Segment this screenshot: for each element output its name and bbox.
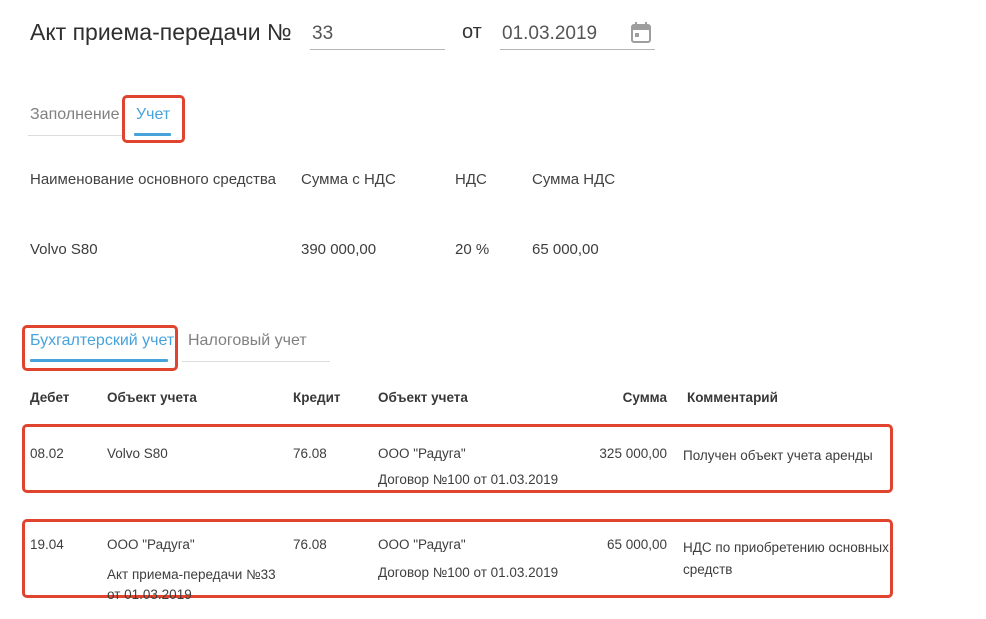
asset-vat-rate-cell[interactable]: 20 % <box>455 241 490 258</box>
assets-col-vat-amount: Сумма НДС <box>532 171 616 188</box>
asset-vat-amount-cell[interactable]: 65 000,00 <box>532 241 599 258</box>
asset-name-cell[interactable]: Volvo S80 <box>30 241 98 258</box>
postings-col-debit-object: Объект учета <box>107 390 197 405</box>
calendar-icon-header <box>633 26 649 30</box>
posting-2-debit: 19.04 <box>30 537 64 552</box>
posting-2-credit: 76.08 <box>293 537 327 552</box>
asset-amount-with-vat-cell[interactable]: 390 000,00 <box>301 241 377 258</box>
page-title: Акт приема-передачи № <box>30 19 292 45</box>
assets-col-amount-with-vat: Сумма с НДС <box>301 171 396 188</box>
posting-2-credit-object-detail: Договор №100 от 01.03.2019 <box>378 565 559 580</box>
postings-col-debit: Дебет <box>30 390 70 405</box>
postings-col-credit: Кредит <box>293 390 341 405</box>
posting-row-1[interactable]: 08.02 Volvo S80 76.08 ООО "Радуга" Догов… <box>22 424 893 493</box>
postings-col-comment: Комментарий <box>687 390 778 405</box>
posting-row-2[interactable]: 19.04 ООО "Радуга" Акт приема-передачи №… <box>22 519 893 602</box>
posting-2-debit-object: ООО "Радуга" <box>107 537 195 552</box>
posting-2-credit-object: ООО "Радуга" <box>378 537 466 552</box>
tab-nalogovy-uchet[interactable]: Налоговый учет <box>188 332 307 349</box>
calendar-icon-post <box>635 22 637 26</box>
document-number-underline <box>310 49 445 50</box>
posting-1-debit-object: Volvo S80 <box>107 446 168 461</box>
document-date-input[interactable]: 01.03.2019 <box>502 23 598 44</box>
document-date-underline <box>500 49 655 50</box>
tabs-divider-line <box>28 135 122 136</box>
posting-1-debit: 08.02 <box>30 446 64 461</box>
tab-buhgalterskiy-uchet[interactable]: Бухгалтерский учет <box>30 332 175 349</box>
calendar-icon-day-square <box>635 33 639 37</box>
posting-1-comment: Получен объект учета аренды <box>683 448 873 463</box>
postings-col-amount: Сумма <box>622 390 667 405</box>
active-subtab-indicator <box>30 359 168 362</box>
subtabs-divider-line <box>182 361 330 362</box>
annotation-box-tab-uchet <box>122 95 185 143</box>
active-tab-indicator <box>134 133 171 136</box>
calendar-icon[interactable] <box>631 22 651 43</box>
date-preposition-label: от <box>462 21 482 43</box>
assets-col-name: Наименование основного средства <box>30 171 276 188</box>
posting-1-amount: 325 000,00 <box>599 446 667 461</box>
annotation-box-tab-buhuchet <box>22 325 178 371</box>
assets-col-vat: НДС <box>455 171 487 188</box>
tab-zapolnenie[interactable]: Заполнение <box>30 106 120 123</box>
posting-2-comment: НДС по приобретению основных средств <box>683 540 889 577</box>
calendar-icon-post <box>645 22 647 26</box>
tab-uchet[interactable]: Учет <box>136 106 171 123</box>
posting-1-credit-object-detail: Договор №100 от 01.03.2019 <box>378 472 559 487</box>
posting-2-debit-object-detail: Акт приема-передачи №33 от 01.03.2019 <box>107 567 276 602</box>
posting-1-credit: 76.08 <box>293 446 327 461</box>
posting-1-credit-object: ООО "Радуга" <box>378 446 466 461</box>
posting-2-amount: 65 000,00 <box>606 537 667 552</box>
document-number-input[interactable]: 33 <box>312 23 334 44</box>
postings-col-credit-object: Объект учета <box>378 390 468 405</box>
